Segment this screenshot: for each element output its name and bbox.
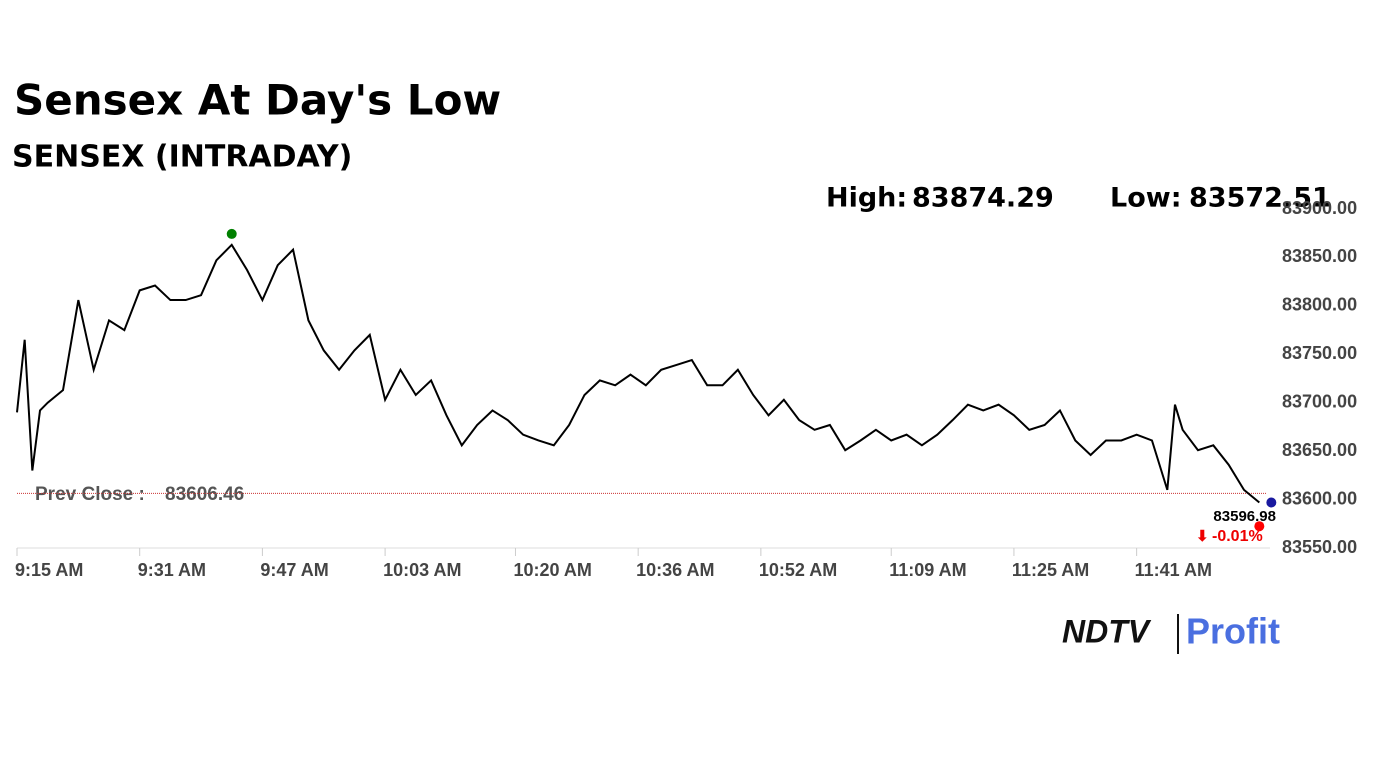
x-tick-label: 11:09 AM xyxy=(889,560,966,580)
prev-close-value: 83606.46 xyxy=(165,484,244,505)
change-arrow: ⬇ xyxy=(1196,528,1209,545)
x-tick-label: 11:41 AM xyxy=(1135,560,1212,580)
logo-product: Profit xyxy=(1186,611,1280,652)
y-tick-label: 83750.00 xyxy=(1282,343,1357,363)
x-tick-label: 11:25 AM xyxy=(1012,560,1089,580)
last-marker xyxy=(1266,497,1277,508)
x-tick-label: 9:31 AM xyxy=(138,560,206,580)
y-tick-label: 83600.00 xyxy=(1282,488,1357,508)
logo-brand: NDTV xyxy=(1062,613,1152,649)
prev-close-label: Prev Close : xyxy=(35,484,145,505)
x-tick-label: 10:52 AM xyxy=(759,560,837,580)
y-tick-label: 83650.00 xyxy=(1282,440,1357,460)
chart-subtitle: SENSEX (INTRADAY) xyxy=(12,140,352,175)
low-value: 83572.51 xyxy=(1189,183,1331,214)
x-tick-label: 9:47 AM xyxy=(260,560,328,580)
x-tick-label: 10:20 AM xyxy=(513,560,591,580)
high-label: High: xyxy=(826,183,907,214)
y-tick-label: 83800.00 xyxy=(1282,295,1357,315)
x-tick-label: 9:15 AM xyxy=(15,560,83,580)
high-value: 83874.29 xyxy=(912,183,1054,214)
change-value: -0.01% xyxy=(1212,528,1263,545)
y-tick-label: 83900.00 xyxy=(1282,198,1357,218)
high-marker xyxy=(226,228,237,239)
chart-title: Sensex At Day's Low xyxy=(14,76,501,125)
y-tick-label: 83850.00 xyxy=(1282,246,1357,266)
last-value: 83596.98 xyxy=(1213,508,1276,525)
x-tick-label: 10:03 AM xyxy=(383,560,461,580)
price-line xyxy=(16,243,1260,504)
y-tick-label: 83550.00 xyxy=(1282,537,1357,557)
y-tick-label: 83700.00 xyxy=(1282,391,1357,411)
low-label: Low: xyxy=(1110,183,1182,214)
x-tick-label: 10:36 AM xyxy=(636,560,714,580)
low-marker xyxy=(1254,521,1265,532)
